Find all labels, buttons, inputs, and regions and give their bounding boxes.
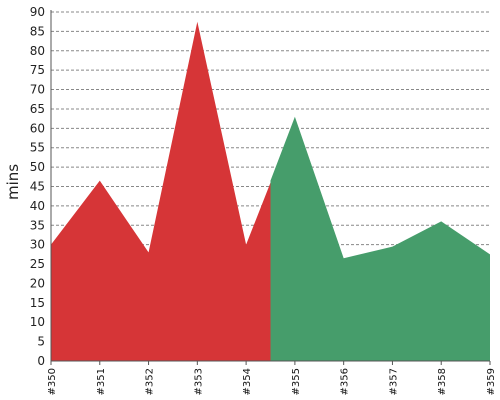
y-tick-75: 75 bbox=[30, 63, 45, 77]
x-tick-350: #350 bbox=[47, 368, 58, 395]
y-tick-0: 0 bbox=[37, 354, 45, 368]
y-tick-60: 60 bbox=[30, 121, 45, 135]
y-tick-70: 70 bbox=[30, 83, 45, 97]
y-tick-65: 65 bbox=[30, 102, 45, 116]
y-tick-35: 35 bbox=[30, 218, 45, 232]
x-tick-359: #359 bbox=[486, 368, 497, 395]
y-axis-label: mins bbox=[4, 164, 22, 200]
x-tick-356: #356 bbox=[340, 368, 351, 395]
x-tick-labels: #350 #351 #352 #353 #354 #355 #356 #357 #358 #359 bbox=[47, 361, 497, 395]
y-tick-30: 30 bbox=[30, 238, 45, 252]
y-tick-40: 40 bbox=[30, 199, 45, 213]
area-before bbox=[51, 21, 271, 361]
y-tick-10: 10 bbox=[30, 315, 45, 329]
y-tick-85: 85 bbox=[30, 24, 45, 38]
x-tick-354: #354 bbox=[242, 368, 253, 395]
x-tick-353: #353 bbox=[193, 368, 204, 395]
x-tick-355: #355 bbox=[291, 368, 302, 395]
y-tick-20: 20 bbox=[30, 276, 45, 290]
y-tick-45: 45 bbox=[30, 180, 45, 194]
x-tick-358: #358 bbox=[437, 368, 448, 395]
area-after bbox=[270, 116, 490, 361]
x-tick-352: #352 bbox=[145, 368, 156, 395]
y-tick-50: 50 bbox=[30, 160, 45, 174]
y-tick-5: 5 bbox=[37, 335, 45, 349]
y-tick-90: 90 bbox=[30, 5, 45, 19]
y-tick-labels: 0 5 10 15 20 25 30 35 40 45 50 55 60 65 70 75 80 85 90 bbox=[30, 5, 45, 368]
y-tick-55: 55 bbox=[30, 141, 45, 155]
y-tick-15: 15 bbox=[30, 296, 45, 310]
area-layer bbox=[51, 21, 490, 361]
x-tick-357: #357 bbox=[388, 368, 399, 395]
axes bbox=[50, 10, 490, 362]
y-tick-80: 80 bbox=[30, 44, 45, 58]
x-tick-351: #351 bbox=[96, 368, 107, 395]
y-tick-25: 25 bbox=[30, 257, 45, 271]
